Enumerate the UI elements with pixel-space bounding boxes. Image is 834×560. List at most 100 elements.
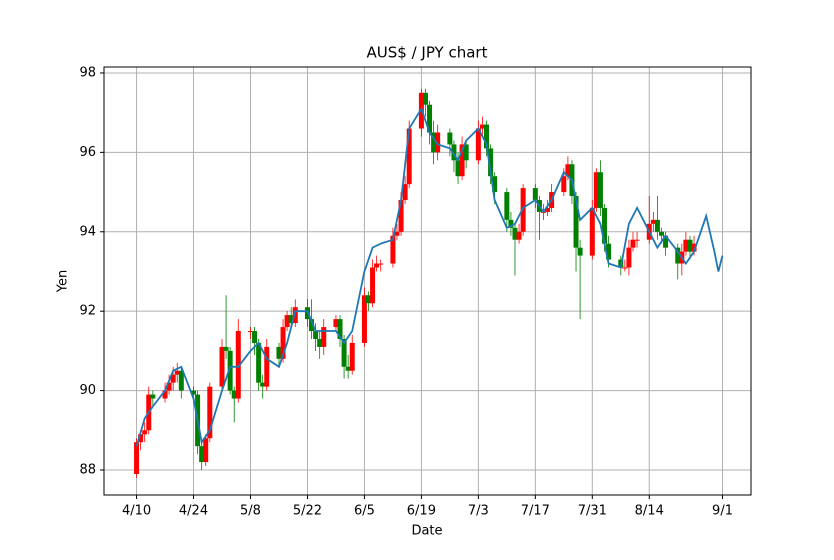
candle-body — [654, 219, 660, 232]
candle-body — [504, 192, 510, 220]
candle-body — [365, 295, 371, 304]
y-axis-label: Yen — [56, 270, 71, 293]
candle-body — [370, 267, 376, 304]
candle-body — [650, 219, 656, 224]
candle-body — [337, 319, 343, 339]
candle-body — [321, 327, 327, 347]
y-tick-label: 96 — [79, 145, 96, 160]
candle-body — [252, 331, 258, 343]
candle-body — [223, 346, 229, 351]
candle-body — [162, 390, 168, 399]
candle-body — [292, 307, 298, 324]
candle-body — [626, 247, 632, 268]
candle-body — [447, 132, 453, 145]
candle-body — [142, 430, 148, 435]
candle-body — [219, 346, 225, 387]
candle-body — [138, 434, 144, 443]
candle-body — [349, 342, 355, 371]
candle-body — [463, 144, 469, 161]
candle-body — [378, 263, 384, 265]
x-axis-label: Date — [411, 524, 442, 539]
x-tick-label: 7/17 — [521, 504, 550, 519]
candle-body — [170, 374, 176, 383]
candle-body — [683, 239, 689, 252]
y-tick-label: 98 — [79, 65, 96, 80]
candle-body — [374, 263, 380, 268]
candle-body — [207, 386, 213, 439]
candle-body — [227, 350, 233, 391]
candle-body — [492, 176, 498, 193]
candle-body — [516, 231, 522, 240]
x-tick-label: 6/5 — [354, 504, 375, 519]
candle-body — [606, 243, 612, 260]
x-tick-label: 5/8 — [240, 504, 261, 519]
candle-body — [512, 227, 518, 240]
candle-body — [398, 200, 404, 232]
candle-body — [422, 92, 428, 105]
x-tick-label: 4/10 — [122, 504, 151, 519]
candle-body — [663, 235, 669, 248]
x-tick-label: 7/31 — [578, 504, 607, 519]
candle-body — [341, 338, 347, 367]
candle-body — [565, 164, 571, 177]
x-tick-label: 8/14 — [635, 504, 664, 519]
candle-body — [479, 124, 485, 129]
candle-body — [134, 442, 140, 474]
candle-body — [406, 128, 412, 185]
x-tick-label: 5/22 — [293, 504, 322, 519]
candle-body — [260, 382, 266, 387]
y-tick-label: 90 — [79, 383, 96, 398]
chart-title: AUS$ / JPY chart — [367, 44, 488, 62]
candle-body — [488, 148, 494, 177]
candle-body — [402, 184, 408, 201]
candle-body — [174, 370, 180, 375]
candle-body — [166, 382, 172, 391]
x-tick-label: 6/19 — [407, 504, 436, 519]
candle-body — [597, 172, 603, 208]
candle-body — [602, 207, 608, 244]
candle-body — [589, 207, 595, 256]
plot-frame — [103, 66, 752, 496]
candle-body — [545, 207, 551, 212]
y-tick-label: 94 — [79, 224, 96, 239]
candle-body — [455, 160, 461, 177]
candle-body — [435, 132, 441, 153]
candle-body — [231, 390, 237, 399]
candle-body — [390, 235, 396, 264]
candle-body — [191, 390, 197, 395]
candle-body — [317, 338, 323, 347]
candle-body — [333, 319, 339, 328]
candle-body — [508, 219, 514, 228]
candle-body — [630, 239, 636, 248]
candle-body — [658, 231, 664, 236]
candle-body — [475, 128, 481, 161]
candle-body — [427, 104, 433, 133]
candle-body — [345, 366, 351, 371]
y-tick-label: 92 — [79, 304, 96, 319]
candle-body — [675, 247, 681, 264]
candle-body — [199, 446, 205, 463]
candle-body — [394, 231, 400, 236]
candle-body — [178, 370, 184, 391]
candle-body — [247, 331, 253, 333]
candle-body — [150, 394, 156, 399]
candle-body — [280, 327, 286, 359]
candle-body — [235, 331, 241, 399]
candle-body — [532, 188, 538, 201]
candle-body — [361, 295, 367, 343]
candle-body — [203, 438, 209, 463]
candle-body — [484, 124, 490, 149]
candle-body — [622, 267, 628, 269]
x-tick-label: 7/3 — [468, 504, 489, 519]
candle-body — [431, 132, 437, 153]
candle-body — [256, 342, 262, 383]
candle-body — [276, 346, 282, 359]
x-tick-label: 9/1 — [712, 504, 733, 519]
candle-body — [634, 239, 640, 241]
candle-body — [561, 176, 567, 193]
candle-body — [309, 319, 315, 332]
candle-body — [264, 346, 270, 387]
candle-body — [573, 196, 579, 248]
candle-body — [691, 243, 697, 252]
